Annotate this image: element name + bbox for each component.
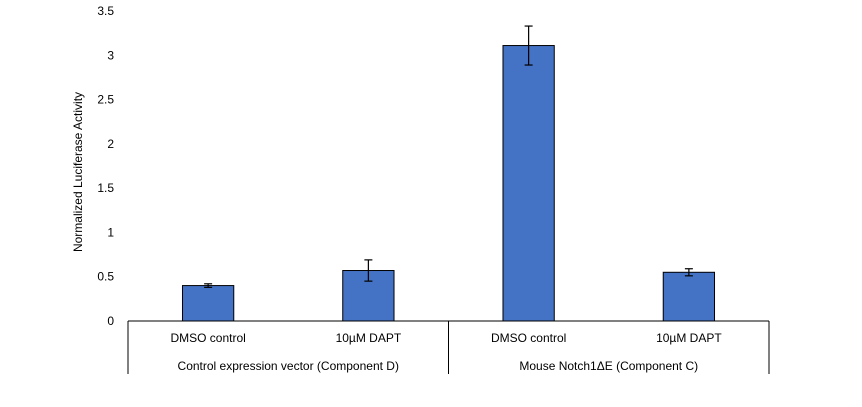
error-bar <box>364 259 373 282</box>
x-category-labels: DMSO control 10µM DAPT DMSO control 10µM DA… <box>170 331 722 345</box>
y-tick-label: 2 <box>107 137 114 151</box>
x-group-label: Control expression vector (Component D) <box>178 359 399 373</box>
y-tick-label: 0 <box>107 314 114 328</box>
y-tick-label: 0.5 <box>97 270 114 284</box>
x-group-labels: Control expression vector (Component D) M… <box>178 359 699 373</box>
bar <box>181 285 235 322</box>
x-tick-label: DMSO control <box>170 331 245 345</box>
bar-series <box>181 45 716 322</box>
x-axis <box>127 320 770 374</box>
y-tick-label: 3.5 <box>97 4 114 18</box>
y-tick-label: 1.5 <box>97 181 114 195</box>
y-tick-label: 3 <box>107 48 114 62</box>
y-tick-label: 2.5 <box>97 93 114 107</box>
bar <box>502 45 555 322</box>
error-bars <box>204 25 693 288</box>
x-group-label: Mouse Notch1ΔE (Component C) <box>519 359 698 373</box>
x-tick-label: DMSO control <box>491 331 566 345</box>
y-tick-label: 1 <box>107 225 114 239</box>
x-tick-label: 10µM DAPT <box>336 331 402 345</box>
x-tick-label: 10µM DAPT <box>656 331 722 345</box>
error-bar <box>204 283 213 288</box>
bar <box>662 271 716 322</box>
error-bar <box>524 25 533 66</box>
y-axis-ticks: 0 0.5 1 1.5 2 2.5 3 3.5 <box>97 4 114 328</box>
error-bar <box>684 268 693 277</box>
y-axis-title: Normalized Luciferase Activity <box>71 92 85 252</box>
